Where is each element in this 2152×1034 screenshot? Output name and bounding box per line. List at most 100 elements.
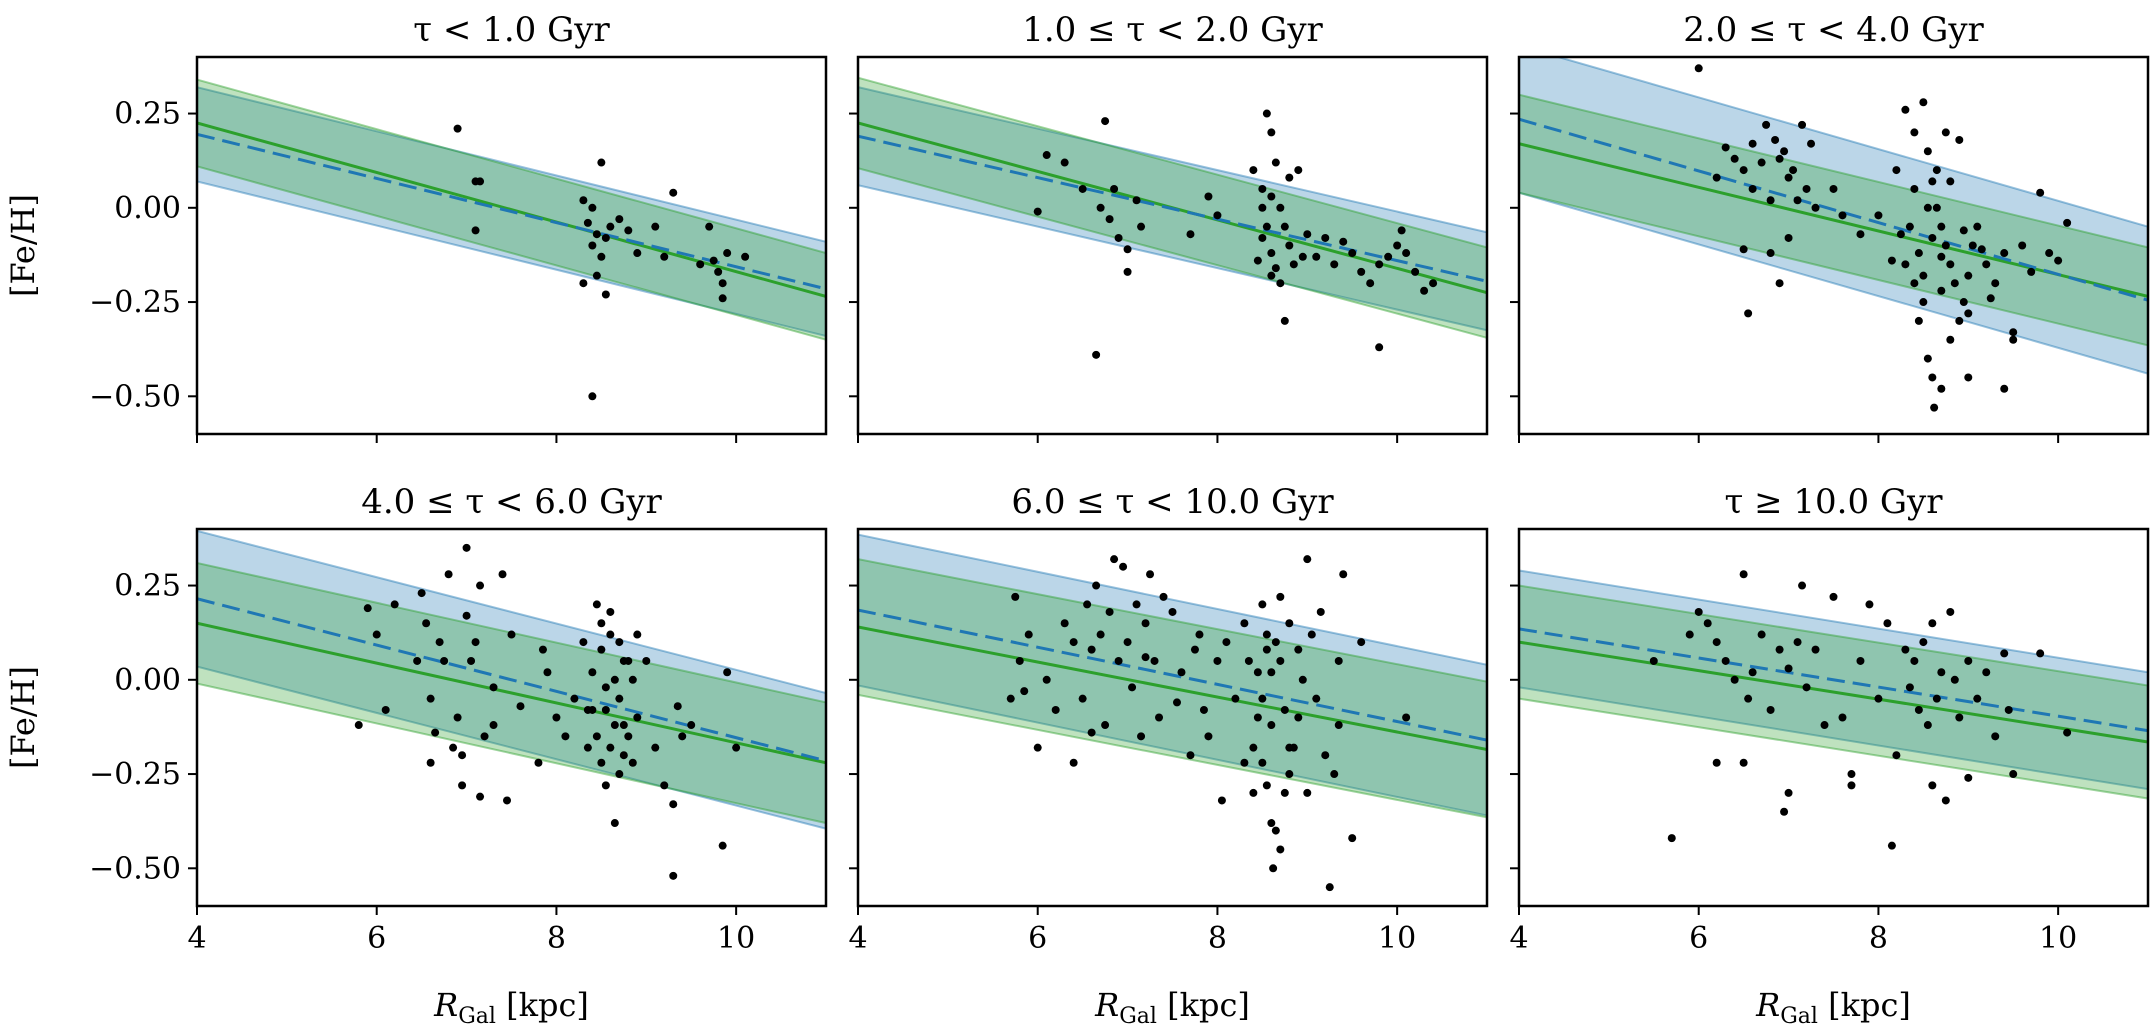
data-point [1402,713,1411,722]
data-point [1928,233,1937,242]
data-point [601,705,610,714]
data-point [1991,732,2000,741]
x-tick-label: 8 [1208,921,1227,956]
data-point [1946,607,1955,616]
x-axis-label-subscript: Gal [1119,1004,1157,1029]
data-point [1811,645,1820,654]
data-point [1262,781,1271,790]
data-point [1928,619,1937,628]
data-point [1087,728,1096,737]
data-point [615,215,624,224]
data-point [390,600,399,609]
data-point [1955,316,1964,325]
data-point [1712,638,1721,647]
data-point [1964,271,1973,280]
plot-area [1519,57,2148,412]
green-fit-line [197,121,826,298]
data-point [1964,373,1973,382]
data-point [705,222,714,231]
panel-title: 1.0 ≤ τ < 2.0 Gyr [1022,10,1323,50]
data-point [1321,233,1330,242]
data-point [1078,184,1087,193]
data-point [1919,298,1928,307]
data-point [1190,645,1199,654]
data-point [1092,581,1101,590]
data-point [669,871,678,880]
data-point [417,589,426,598]
data-point [1775,154,1784,163]
data-point [1222,638,1231,647]
data-point [1321,751,1330,760]
x-axis-label-unit: [kpc] [1157,986,1250,1024]
data-point [597,645,606,654]
data-point [489,721,498,730]
data-point [426,694,435,703]
data-point [606,743,615,752]
data-point [503,796,512,805]
data-point [1092,350,1101,359]
data-point [1258,184,1267,193]
data-point [1950,279,1959,288]
data-point [606,222,615,231]
y-tick-label: −0.50 [89,851,181,886]
data-point [552,713,561,722]
data-point [2036,188,2045,197]
data-point [2054,256,2063,265]
data-point [601,290,610,299]
data-point [1150,656,1159,665]
data-point [619,751,628,760]
data-point [592,230,601,239]
data-point [467,656,476,665]
data-point [1042,675,1051,684]
data-point [1303,788,1312,797]
data-point [2045,249,2054,258]
data-point [669,188,678,197]
data-point [1892,751,1901,760]
data-point [1015,656,1024,665]
data-point [1137,732,1146,741]
panel-frame [1517,55,2150,436]
data-point [1959,298,1968,307]
data-point [2036,649,2045,658]
data-point [669,800,678,809]
data-point [615,694,624,703]
y-tick-label: −0.50 [89,379,181,414]
data-point [592,600,601,609]
data-point [718,279,727,288]
data-point [1123,245,1132,254]
y-axis-label: [Fe/H] [4,194,42,297]
data-point [1312,694,1321,703]
x-axis-label: RGal [kpc] [1094,986,1250,1029]
data-point [1105,215,1114,224]
data-point [489,683,498,692]
data-point [1069,638,1078,647]
data-point [628,758,637,767]
data-point [597,619,606,628]
data-point [1298,675,1307,684]
data-point [1807,139,1816,148]
data-point [1892,166,1901,175]
data-point [1847,781,1856,790]
data-point [1096,203,1105,212]
data-point [1982,260,1991,269]
data-point [1262,630,1271,639]
data-point [507,630,516,639]
data-point [538,645,547,654]
data-point [1959,226,1968,235]
data-point [1941,241,1950,250]
data-point [1123,267,1132,276]
data-point [624,732,633,741]
data-point [597,758,606,767]
data-point [1928,177,1937,186]
panel-title: 2.0 ≤ τ < 4.0 Gyr [1683,10,1984,50]
data-point [1119,562,1128,571]
data-point [1910,128,1919,137]
x-tick-label: 8 [547,921,566,956]
panel-frame [856,527,1489,908]
data-point [1276,845,1285,854]
data-point [1307,630,1316,639]
data-point [723,668,732,677]
data-point [1838,211,1847,220]
data-point [1280,705,1289,714]
data-point [413,656,422,665]
